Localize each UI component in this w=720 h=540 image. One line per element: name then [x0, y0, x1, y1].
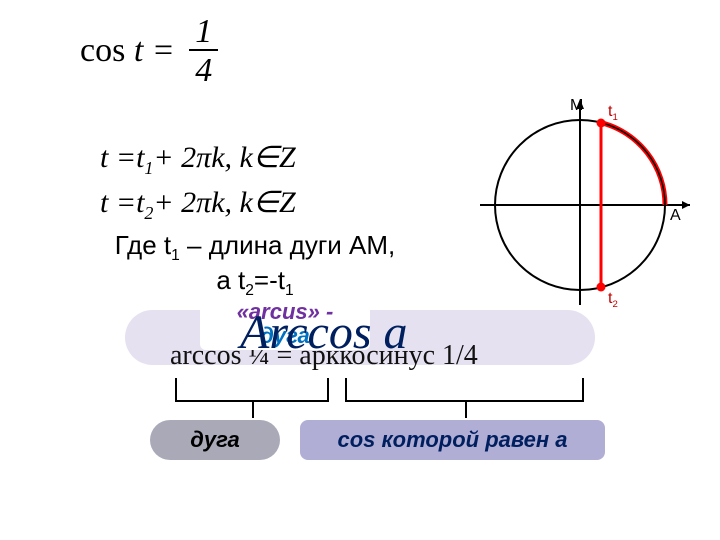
label-A: A — [670, 207, 681, 225]
fraction-num: 1 — [189, 15, 218, 51]
where-text: Где t1 – длина дуги AM, а t2=-t1 — [80, 230, 430, 300]
unit-circle-diagram: M A t1 t2 — [470, 95, 700, 315]
label-t2: t2 — [608, 290, 618, 310]
label-t1: t1 — [608, 103, 618, 123]
label-M: M — [570, 97, 583, 115]
bracket-right — [345, 378, 584, 402]
cos-label: cos — [80, 32, 125, 69]
main-equation: cos t = 1 4 — [80, 15, 218, 92]
fraction-den: 4 — [189, 51, 218, 92]
eq-var: t = — [125, 32, 174, 69]
bracket-left — [175, 378, 329, 402]
solution-line-1: t =t1+ 2πk, k∈Z — [100, 140, 296, 179]
duga-box: дуга — [150, 420, 280, 460]
solution-line-2: t =t2+ 2πk, k∈Z — [100, 185, 296, 224]
unit-circle-svg — [470, 95, 700, 315]
fraction: 1 4 — [189, 15, 218, 92]
cos-equal-box: cos которой равен а — [300, 420, 605, 460]
arccos-a-title: Arccos a — [240, 305, 408, 360]
